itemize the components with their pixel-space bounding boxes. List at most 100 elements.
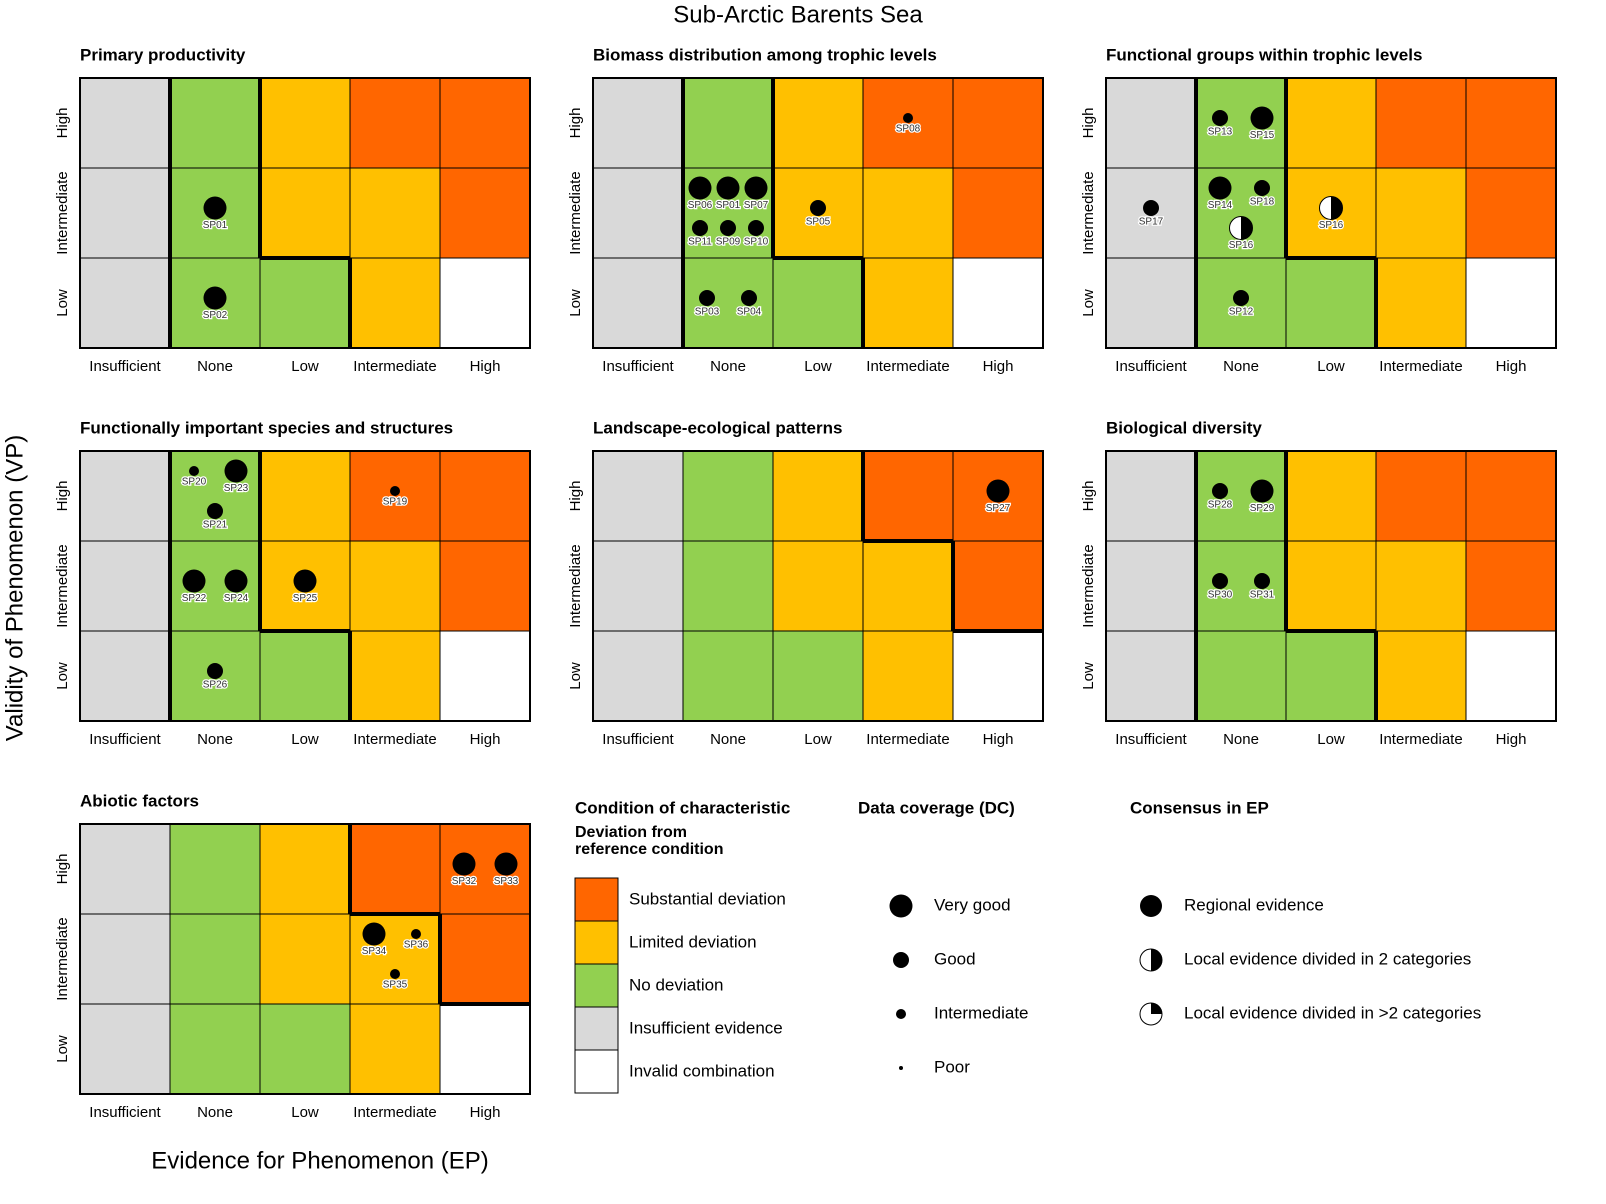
y-tick-label: Intermediate — [54, 917, 71, 1000]
legend-label: Limited deviation — [629, 932, 757, 951]
point-label: SP16 — [1229, 240, 1254, 251]
cell — [259, 450, 351, 542]
x-tick-label: Insufficient — [602, 731, 674, 748]
frame — [79, 823, 531, 1095]
cell — [79, 630, 171, 722]
cell — [772, 450, 864, 542]
point-label: SP09 — [716, 237, 741, 248]
point-label: SP04 — [737, 307, 762, 318]
legend-label: Insufficient evidence — [629, 1018, 783, 1037]
y-tick-label: Intermediate — [1080, 544, 1097, 627]
panel-title: Primary productivity — [80, 45, 246, 64]
legend-title: Data coverage (DC) — [858, 798, 1015, 817]
point-label: SP12 — [1229, 307, 1254, 318]
cell — [1105, 257, 1197, 349]
cell — [1195, 630, 1287, 722]
point — [810, 200, 826, 216]
y-tick-label: Intermediate — [54, 544, 71, 627]
point — [1212, 483, 1228, 499]
cell — [1195, 450, 1287, 542]
cell — [79, 257, 171, 349]
x-axis-label: Evidence for Phenomenon (EP) — [151, 1147, 489, 1174]
point — [1254, 180, 1270, 196]
y-tick-label: Low — [54, 289, 71, 317]
y-tick-label: Intermediate — [567, 171, 584, 254]
cell — [79, 913, 171, 1005]
x-tick-label: None — [197, 731, 233, 748]
cell — [952, 630, 1044, 722]
cell — [259, 823, 351, 915]
point — [1208, 176, 1232, 200]
y-tick-label: Low — [567, 662, 584, 690]
cell — [1375, 77, 1467, 169]
point-half — [1241, 216, 1253, 240]
point-label: SP15 — [1250, 130, 1275, 141]
point-label: SP25 — [293, 593, 318, 604]
point — [207, 503, 223, 519]
cell — [1465, 167, 1557, 259]
cell — [439, 1003, 531, 1095]
x-tick-label: Low — [1317, 731, 1345, 748]
point-label: SP16 — [1319, 220, 1344, 231]
point — [452, 852, 476, 876]
cell — [862, 257, 954, 349]
cell — [1375, 540, 1467, 632]
legend-subtitle: Deviation from — [575, 824, 687, 841]
y-tick-label: Low — [1080, 662, 1097, 690]
frame — [592, 77, 1044, 349]
cell — [952, 257, 1044, 349]
panel-title: Abiotic factors — [80, 791, 199, 810]
cell — [259, 77, 351, 169]
point-label: SP20 — [182, 477, 207, 488]
cell — [79, 167, 171, 259]
point — [986, 479, 1010, 503]
x-tick-label: Insufficient — [1115, 731, 1187, 748]
y-tick-label: High — [1080, 108, 1097, 139]
point-label: SP26 — [203, 680, 228, 691]
cell — [439, 540, 531, 632]
point-label: SP31 — [1250, 590, 1275, 601]
panel-title: Functionally important species and struc… — [80, 418, 453, 437]
cell — [169, 913, 261, 1005]
panel-title: Landscape-ecological patterns — [593, 418, 842, 437]
point-label: SP22 — [182, 593, 207, 604]
point — [903, 113, 913, 123]
x-tick-label: None — [710, 358, 746, 375]
cell — [862, 167, 954, 259]
point — [207, 663, 223, 679]
point-label: SP06 — [688, 200, 713, 211]
point-label: SP18 — [1250, 197, 1275, 208]
point-label: SP14 — [1208, 200, 1233, 211]
point — [1140, 895, 1162, 917]
x-tick-label: Intermediate — [866, 358, 949, 375]
legend-symbol — [896, 1009, 906, 1019]
cell — [1465, 450, 1557, 542]
cell — [79, 450, 171, 542]
point-label: SP29 — [1250, 503, 1275, 514]
y-tick-label: Low — [567, 289, 584, 317]
cell — [1285, 257, 1377, 349]
cell — [439, 450, 531, 542]
x-tick-label: Intermediate — [1379, 731, 1462, 748]
y-tick-label: High — [54, 481, 71, 512]
x-tick-label: Insufficient — [89, 358, 161, 375]
cell — [169, 1003, 261, 1095]
legend-label: Regional evidence — [1184, 895, 1324, 914]
point — [741, 290, 757, 306]
cell — [1105, 450, 1197, 542]
point — [1143, 200, 1159, 216]
y-tick-label: Intermediate — [1080, 171, 1097, 254]
y-tick-label: Intermediate — [567, 544, 584, 627]
x-tick-label: Low — [1317, 358, 1345, 375]
cell — [349, 257, 441, 349]
cell — [1375, 630, 1467, 722]
point — [699, 290, 715, 306]
legend-label: Local evidence divided in 2 categories — [1184, 949, 1471, 968]
point — [1233, 290, 1249, 306]
cell — [79, 540, 171, 632]
x-tick-label: Intermediate — [353, 731, 436, 748]
point — [293, 569, 317, 593]
cell — [1285, 540, 1377, 632]
y-tick-label: High — [1080, 481, 1097, 512]
